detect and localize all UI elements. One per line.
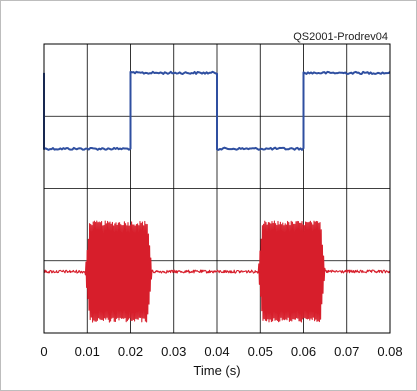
x-tick-label: 0.05 [248, 344, 273, 359]
chart-annotation: QS2001-Prodrev04 [293, 31, 388, 43]
x-tick-labels: 0 0.01 0.02 0.03 0.04 0.05 0.06 0.07 0.08 [40, 344, 402, 359]
x-tick-label: 0.01 [75, 344, 100, 359]
x-tick-label: 0.08 [377, 344, 402, 359]
x-tick-label: 0.03 [161, 344, 186, 359]
series-layer [43, 70, 391, 323]
x-tick-label: 0 [40, 344, 47, 359]
series-line-blue-square [43, 70, 391, 151]
x-tick-label: 0.02 [118, 344, 143, 359]
x-tick-label: 0.06 [291, 344, 316, 359]
x-axis-title: Time (s) [193, 363, 240, 378]
x-tick-label: 0.04 [204, 344, 229, 359]
x-tick-label: 0.07 [334, 344, 359, 359]
series-line-red-burst [43, 220, 391, 323]
plot-border [43, 43, 391, 334]
